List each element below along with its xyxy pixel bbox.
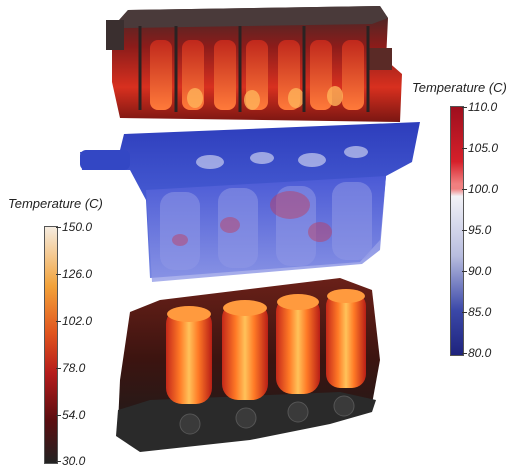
engine-block	[116, 278, 380, 452]
tick-low-5: 54.0	[62, 408, 86, 422]
tick-low-4: 78.0	[62, 361, 86, 375]
tick-high-1: 110.0	[468, 100, 498, 114]
tick-high-5: 90.0	[468, 264, 492, 278]
tick-high-7: 80.0	[468, 346, 492, 360]
tick-high-6: 85.0	[468, 305, 492, 319]
tick-high-3: 100.0	[468, 182, 499, 196]
tick-high-4: 95.0	[468, 223, 492, 237]
tick-low-6: 30.0	[62, 454, 86, 468]
colorbar-high	[450, 106, 464, 356]
legend-low-title: Temperature (C)	[8, 196, 103, 211]
tick-low-2: 126.0	[62, 267, 93, 281]
colorbar-low	[44, 226, 58, 464]
coolant-jacket	[80, 122, 420, 282]
tick-low-3: 102.0	[62, 314, 93, 328]
legend-high-title: Temperature (C)	[412, 80, 507, 95]
tick-high-2: 105.0	[468, 141, 499, 155]
tick-low-1: 150.0	[62, 220, 93, 234]
cylinder-head	[106, 6, 402, 122]
